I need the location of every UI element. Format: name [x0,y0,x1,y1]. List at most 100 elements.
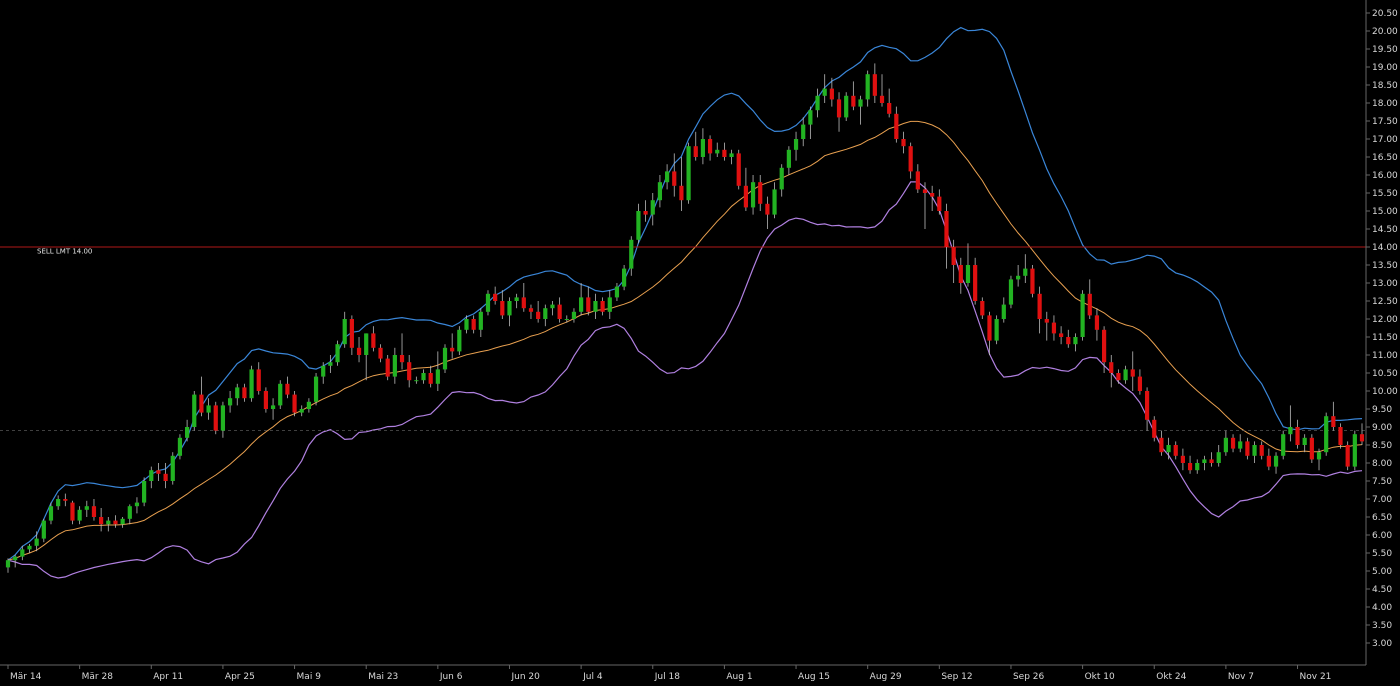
candle[interactable] [729,149,734,165]
candle[interactable] [1238,434,1243,453]
candle[interactable] [1137,369,1143,395]
candle[interactable] [550,301,555,316]
candle[interactable] [1073,333,1078,352]
candle[interactable] [1216,445,1221,467]
candle[interactable] [779,164,784,197]
candle[interactable] [435,351,440,391]
candle[interactable] [70,500,75,525]
candle[interactable] [292,391,297,417]
candle[interactable] [442,344,448,373]
candle[interactable] [493,286,498,305]
candle[interactable] [736,149,741,190]
candle[interactable] [951,239,956,283]
candle[interactable] [1087,279,1092,319]
candle[interactable] [1016,265,1021,287]
candle[interactable] [1359,423,1365,445]
candle[interactable] [521,283,526,312]
candle[interactable] [185,419,190,442]
candle[interactable] [1352,430,1357,471]
candle[interactable] [1123,365,1128,384]
candle[interactable] [1101,326,1107,373]
candle[interactable] [450,333,455,359]
candle[interactable] [342,311,347,348]
candle[interactable] [142,477,147,507]
candle[interactable] [1051,315,1057,341]
candle[interactable] [56,495,61,510]
candle[interactable] [822,74,827,103]
candle[interactable] [1030,265,1035,298]
candle[interactable] [113,515,118,528]
candle[interactable] [299,405,304,417]
candle[interactable] [858,95,863,125]
candle[interactable] [263,387,269,413]
candle[interactable] [227,391,233,413]
candle[interactable] [1316,448,1322,471]
candle[interactable] [1173,441,1178,460]
candle[interactable] [686,142,691,204]
candle[interactable] [399,333,405,370]
candle[interactable] [901,131,906,154]
candle[interactable] [170,452,175,485]
candle[interactable] [829,77,834,107]
candle[interactable] [1252,441,1257,463]
candle[interactable] [571,308,577,323]
candle[interactable] [127,504,132,525]
candle[interactable] [199,376,204,417]
candle[interactable] [879,74,885,107]
candle[interactable] [844,92,849,121]
candle[interactable] [1345,441,1350,471]
candle[interactable] [1001,297,1006,323]
candle[interactable] [980,297,985,319]
candle[interactable] [1187,455,1193,474]
candle[interactable] [1209,452,1214,467]
candle[interactable] [34,531,39,552]
candle[interactable] [1338,423,1343,449]
candle[interactable] [629,236,634,276]
candle[interactable] [356,337,362,363]
candle[interactable] [944,203,949,269]
candle[interactable] [478,308,483,337]
candle[interactable] [364,333,369,381]
candle[interactable] [213,401,218,435]
candle[interactable] [1152,416,1157,442]
candle[interactable] [657,175,663,208]
candle[interactable] [20,545,25,561]
candle[interactable] [1037,286,1042,334]
candle[interactable] [815,88,820,118]
candle[interactable] [987,311,992,355]
candle[interactable] [801,117,806,147]
candle[interactable] [177,434,183,460]
candle[interactable] [650,193,655,226]
candle[interactable] [1295,419,1300,449]
candle[interactable] [643,200,648,222]
candle[interactable] [371,326,376,352]
candle[interactable] [579,283,584,316]
candle[interactable] [836,92,842,132]
candle[interactable] [421,369,426,384]
candle[interactable] [528,304,534,319]
candle[interactable] [750,175,756,215]
candle[interactable] [1202,455,1207,471]
candle[interactable] [600,297,605,316]
candle[interactable] [1080,290,1085,341]
candle[interactable] [693,131,698,161]
candle[interactable] [614,283,620,301]
candle[interactable] [84,500,89,517]
candle[interactable] [915,164,920,193]
candle[interactable] [378,344,383,363]
candle[interactable] [1066,329,1071,348]
candle[interactable] [149,466,154,489]
candle[interactable] [1288,405,1293,442]
candle[interactable] [27,544,32,553]
candle[interactable] [808,106,813,139]
candle[interactable] [743,167,748,211]
candle[interactable] [722,142,727,161]
candle[interactable] [1008,275,1014,309]
candle[interactable] [1130,351,1135,391]
candle[interactable] [994,315,999,345]
candle[interactable] [156,463,161,481]
candle[interactable] [48,502,54,525]
candle[interactable] [1116,369,1121,384]
candle[interactable] [765,196,770,229]
